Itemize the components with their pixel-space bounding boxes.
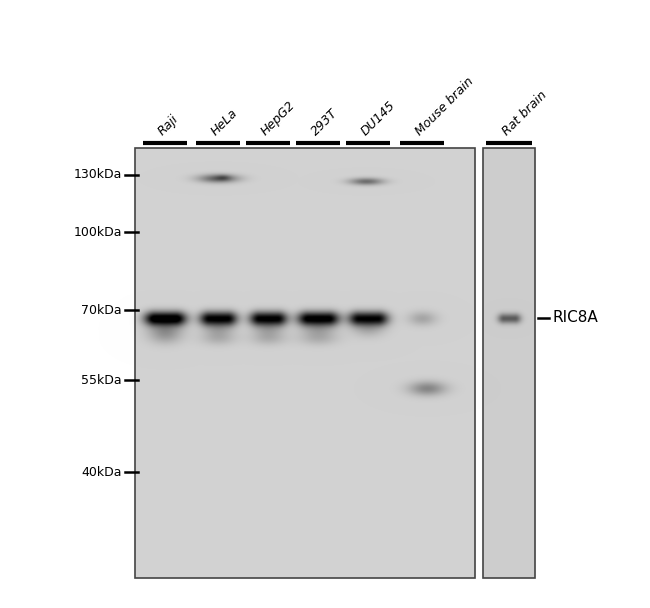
Bar <box>135 148 475 578</box>
Text: 100kDa: 100kDa <box>73 226 122 238</box>
Text: HepG2: HepG2 <box>259 98 298 138</box>
Text: 293T: 293T <box>309 106 341 138</box>
Text: Rat brain: Rat brain <box>500 88 549 138</box>
Text: 130kDa: 130kDa <box>73 168 122 182</box>
Text: RIC8A: RIC8A <box>552 311 598 325</box>
Text: DU145: DU145 <box>359 98 398 138</box>
Text: 70kDa: 70kDa <box>81 303 122 317</box>
Text: 40kDa: 40kDa <box>81 466 122 478</box>
Text: Mouse brain: Mouse brain <box>413 75 476 138</box>
Text: 55kDa: 55kDa <box>81 373 122 387</box>
Text: Raji: Raji <box>156 112 181 138</box>
Text: HeLa: HeLa <box>209 106 240 138</box>
Bar <box>483 148 535 578</box>
